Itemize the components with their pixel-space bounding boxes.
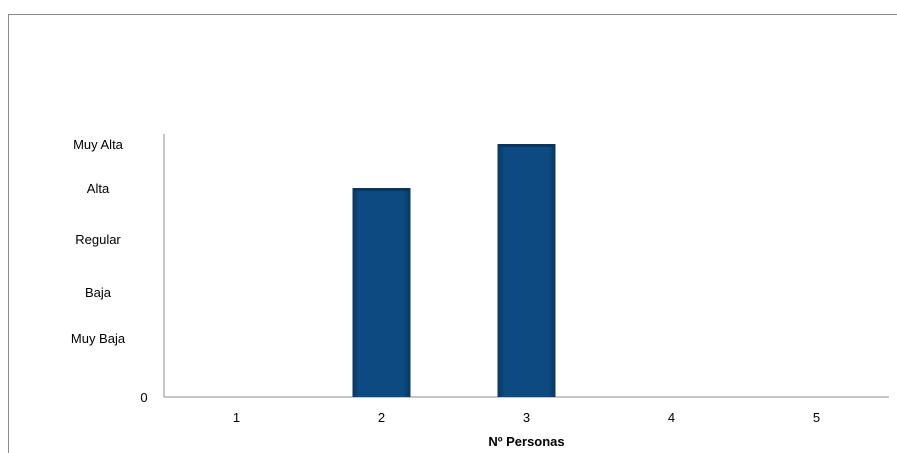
y-axis-labels: 0 Muy Baja Baja Regular Alta Muy Alta [71, 137, 148, 405]
y-tick-label: 0 [140, 390, 147, 405]
x-tick-label: 2 [378, 410, 385, 425]
x-tick-label: 4 [668, 410, 675, 425]
x-tick-label: 3 [523, 410, 530, 425]
y-tick-label: Alta [87, 181, 110, 196]
bar-3 [497, 144, 556, 397]
x-tick-label: 5 [813, 410, 820, 425]
chart-frame [8, 14, 897, 453]
x-axis-labels: 1 2 3 4 5 [233, 410, 820, 425]
bar-2 [352, 188, 411, 397]
x-axis-title: Nº Personas [488, 434, 564, 449]
bar-top-edge [497, 144, 556, 147]
y-tick-label: Muy Baja [71, 331, 126, 346]
y-tick-label: Baja [85, 285, 112, 300]
bar-top-edge [352, 188, 411, 191]
y-tick-label: Muy Alta [73, 137, 124, 152]
y-tick-label: Regular [75, 232, 121, 247]
bars-group [352, 144, 556, 397]
x-tick-label: 1 [233, 410, 240, 425]
